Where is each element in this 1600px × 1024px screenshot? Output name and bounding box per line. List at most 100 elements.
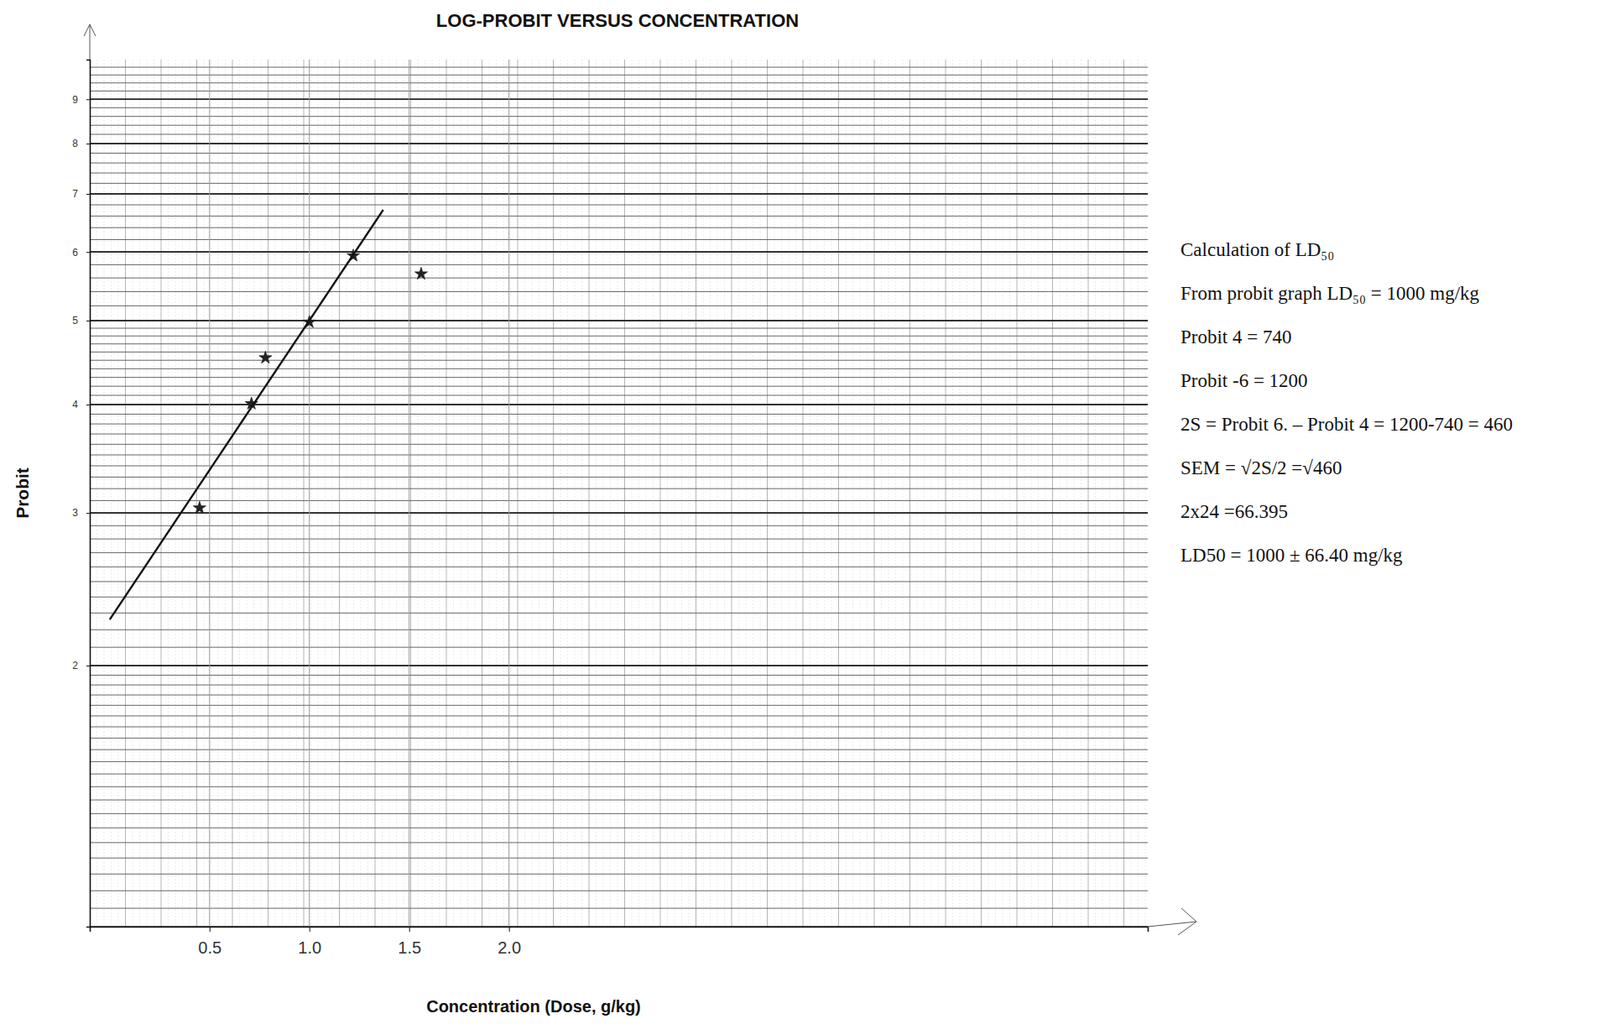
paper-line bbox=[303, 59, 305, 927]
paper-line bbox=[966, 59, 968, 927]
paper-line bbox=[1130, 59, 1132, 927]
grid-line bbox=[208, 59, 210, 927]
paper-line bbox=[745, 59, 747, 927]
y-tick: 8 bbox=[72, 137, 90, 150]
grid-line bbox=[89, 99, 1148, 100]
paper-line bbox=[89, 538, 1148, 540]
paper-line bbox=[367, 59, 369, 927]
paper-line bbox=[752, 59, 754, 927]
paper-line bbox=[89, 264, 1148, 266]
paper-line bbox=[538, 59, 540, 927]
paper-line bbox=[888, 59, 890, 927]
paper-line bbox=[89, 476, 1148, 478]
paper-line bbox=[724, 59, 725, 927]
paper-line bbox=[125, 59, 126, 927]
paper-line bbox=[89, 525, 1148, 527]
title: LOG-PROBIT VERSUS CONCENTRATION bbox=[436, 10, 799, 32]
paper-line bbox=[167, 59, 169, 927]
paper-line bbox=[788, 59, 790, 927]
paper-line bbox=[89, 305, 1148, 307]
y-tick-label: 9 bbox=[72, 93, 79, 106]
y-tick-label: 7 bbox=[72, 187, 79, 200]
y-tick-mark bbox=[86, 143, 90, 145]
y-tick-label: 5 bbox=[72, 314, 79, 327]
paper-line bbox=[232, 59, 234, 927]
paper-line bbox=[89, 107, 1148, 109]
paper-line bbox=[139, 59, 141, 927]
y-tick-mark bbox=[86, 665, 90, 667]
paper-line bbox=[346, 59, 348, 927]
grid-line bbox=[89, 511, 1148, 513]
paper-line bbox=[646, 59, 647, 927]
annotation: 2S = Probit 6. – Probit 4 = 1200-740 = 4… bbox=[1180, 413, 1513, 435]
x-axis-title: Concentration (Dose, g/kg) bbox=[426, 996, 642, 1016]
paper-line bbox=[317, 59, 319, 927]
paper-line bbox=[574, 59, 576, 927]
paper-line bbox=[89, 215, 1148, 217]
paper-line bbox=[89, 827, 1148, 829]
paper-line bbox=[474, 59, 476, 927]
paper-line bbox=[89, 192, 1148, 195]
paper-line bbox=[89, 359, 1148, 361]
paper-line bbox=[375, 59, 376, 927]
paper-line bbox=[89, 704, 1148, 706]
paper-line bbox=[89, 694, 1148, 696]
annotation: Probit 4 = 740 bbox=[1180, 326, 1292, 348]
paper-line bbox=[1037, 59, 1039, 927]
paper-line bbox=[781, 59, 782, 927]
paper-line bbox=[802, 59, 804, 927]
annotation: 2x24 =66.395 bbox=[1180, 500, 1288, 522]
paper-line bbox=[89, 291, 1148, 292]
paper-line bbox=[89, 74, 1148, 76]
paper-line bbox=[517, 59, 519, 927]
paper-line bbox=[89, 162, 1148, 164]
paper-line bbox=[1080, 59, 1082, 927]
paper-line bbox=[89, 250, 1148, 253]
paper-line bbox=[253, 59, 255, 927]
paper-line bbox=[852, 59, 854, 927]
paper-line bbox=[89, 873, 1148, 875]
paper-line bbox=[89, 423, 1148, 425]
paper-line bbox=[695, 59, 697, 927]
y-tick-mark bbox=[86, 404, 90, 406]
paper-line bbox=[760, 59, 761, 927]
paper-line bbox=[880, 59, 882, 927]
paper-line bbox=[1066, 59, 1068, 927]
y-tick-mark bbox=[86, 99, 90, 100]
x-tick: 0.5 bbox=[198, 926, 222, 957]
paper-line bbox=[531, 59, 533, 927]
paper-line bbox=[89, 385, 1148, 387]
paper-line bbox=[324, 59, 326, 927]
grid-line bbox=[89, 319, 1148, 321]
paper-line bbox=[89, 204, 1148, 206]
paper-line bbox=[766, 59, 768, 927]
paper-line bbox=[1009, 59, 1011, 927]
paper-line bbox=[338, 59, 340, 927]
paper-line bbox=[1145, 59, 1147, 927]
paper-line bbox=[89, 115, 1148, 117]
paper-line bbox=[460, 59, 462, 927]
x-tick: 1.0 bbox=[297, 926, 322, 957]
x-arrow-head bbox=[1177, 907, 1197, 935]
paper-line bbox=[89, 453, 1148, 455]
paper-line bbox=[296, 59, 298, 927]
paper-line bbox=[89, 500, 1148, 501]
paper-line bbox=[89, 737, 1148, 739]
paper-line bbox=[146, 59, 148, 927]
paper-line bbox=[89, 725, 1148, 727]
paper-line bbox=[1023, 59, 1025, 927]
paper-line bbox=[1031, 59, 1032, 927]
paper-line bbox=[89, 142, 1148, 145]
grid-line bbox=[408, 59, 410, 927]
grid-line bbox=[89, 142, 1148, 144]
paper-line bbox=[353, 59, 355, 927]
paper-line bbox=[360, 59, 362, 927]
paper-line bbox=[89, 664, 1148, 667]
paper-line bbox=[432, 59, 433, 927]
paper-line bbox=[89, 182, 1148, 184]
grid-line bbox=[89, 192, 1148, 194]
paper-line bbox=[1137, 59, 1139, 927]
paper-line bbox=[467, 59, 469, 927]
paper-line bbox=[817, 59, 819, 927]
paper-line bbox=[89, 343, 1148, 344]
